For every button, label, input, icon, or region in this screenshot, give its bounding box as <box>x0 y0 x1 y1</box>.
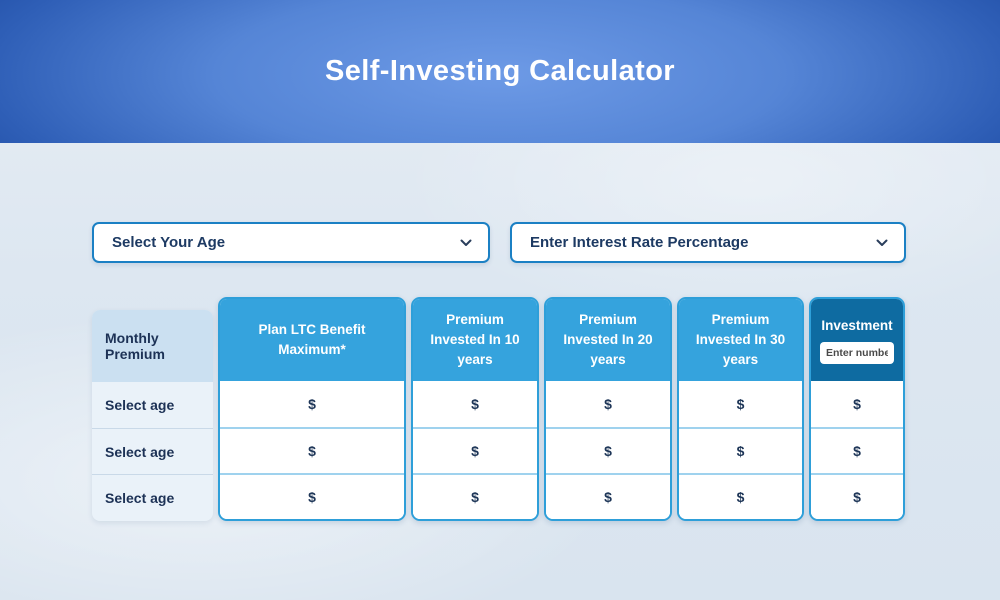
investment-header-label: Investment <box>821 317 893 333</box>
age-dropdown[interactable]: Select Your Age <box>92 222 490 263</box>
value-cell: $ <box>220 473 404 519</box>
column-investment: Investment $ $ $ <box>809 297 905 521</box>
value-cell: $ <box>679 381 802 427</box>
column-premium-invested-30-years: Premium Invested In 30 years $ $ $ <box>677 297 804 521</box>
column-premium-invested-10-years: Premium Invested In 10 years $ $ $ <box>411 297 539 521</box>
investment-amount-input[interactable] <box>820 342 894 365</box>
row-label-select-age: Select age <box>105 397 175 413</box>
value-cell: $ <box>413 473 537 519</box>
value-cell: $ <box>220 381 404 427</box>
value-cell: $ <box>413 427 537 473</box>
value-cell: $ <box>679 427 802 473</box>
value-cell: $ <box>546 473 670 519</box>
column-premium-invested-20-years: Premium Invested In 20 years $ $ $ <box>544 297 672 521</box>
row-label-select-age: Select age <box>92 474 213 520</box>
column-header-monthly-premium: Monthly Premium <box>92 310 213 382</box>
value-cell: $ <box>811 427 903 473</box>
column-monthly-premium: Monthly Premium Select age Select age Se… <box>92 310 213 521</box>
calculator-table: Monthly Premium Select age Select age Se… <box>92 297 905 521</box>
chevron-down-icon <box>876 239 888 246</box>
value-cell: $ <box>220 427 404 473</box>
column-header-ltc-benefit-maximum: Plan LTC Benefit Maximum* <box>220 299 404 381</box>
row-label-select-age: Select age <box>92 428 213 474</box>
column-ltc-benefit-maximum: Plan LTC Benefit Maximum* $ $ $ <box>218 297 406 521</box>
value-cell: $ <box>413 381 537 427</box>
interest-rate-dropdown-label: Enter Interest Rate Percentage <box>530 234 749 251</box>
value-cell: $ <box>811 381 903 427</box>
column-header-premium-invested-30-years: Premium Invested In 30 years <box>679 299 802 381</box>
value-cell: $ <box>546 427 670 473</box>
age-dropdown-label: Select Your Age <box>112 234 226 251</box>
value-cell: $ <box>679 473 802 519</box>
column-header-premium-invested-20-years: Premium Invested In 20 years <box>546 299 670 381</box>
value-cell: $ <box>546 381 670 427</box>
chevron-down-icon <box>460 239 472 246</box>
header-banner: Self-Investing Calculator <box>0 0 1000 143</box>
column-header-investment: Investment <box>811 299 903 381</box>
value-cell: $ <box>811 473 903 519</box>
page-title: Self-Investing Calculator <box>324 55 675 87</box>
interest-rate-dropdown[interactable]: Enter Interest Rate Percentage <box>510 222 906 263</box>
column-header-premium-invested-10-years: Premium Invested In 10 years <box>413 299 537 381</box>
